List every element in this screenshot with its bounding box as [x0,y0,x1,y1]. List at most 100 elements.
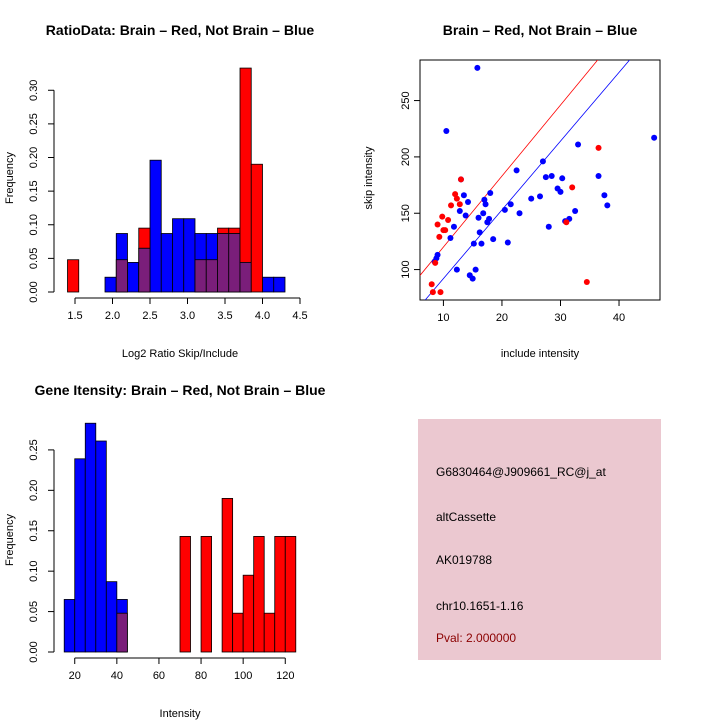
scatter-y-tick-label: 150 [400,204,412,222]
ratio-red-bar [228,227,241,234]
gene-red-bar [284,536,297,653]
ratio-overlap-bar [205,259,218,293]
ratio-overlap-bar [138,247,151,293]
scatter-point-not-brain [548,173,555,180]
gene-red-bar [253,536,265,653]
gene-overlap-bar [116,612,128,653]
scatter-point-not-brain [559,175,566,182]
ratio-y-tick-label: 0.10 [28,214,40,235]
gene-y-tick-label: 0.05 [28,601,40,622]
ratio-red-bar [67,259,80,293]
gene-blue-bar [63,599,76,653]
ratio-y-tick-label: 0.25 [28,113,40,134]
scatter-x-tick-label: 30 [554,312,566,324]
gene-red-bar [274,536,286,653]
ratio-blue-bar [273,276,286,293]
scatter-point-not-brain [545,223,552,230]
scatter-point-not-brain [460,192,467,199]
scatter-point-brain [457,176,464,183]
gene-y-tick-label: 0.15 [28,520,40,541]
gene-x-tick-label: 100 [234,670,252,682]
ratio-blue-bar [183,218,196,293]
ratio-x-tick-label: 1.5 [67,310,82,322]
scatter-point-brain [436,233,443,240]
scatter-point-brain [453,195,460,202]
scatter-point-not-brain [651,134,658,141]
scatter-point-not-brain [601,192,608,199]
scatter-point-brain [569,184,576,191]
ratio-histogram-xlabel: Log2 Ratio Skip/Include [122,348,238,360]
info-panel-background [418,419,661,660]
scatter-point-brain [595,144,602,151]
scatter-point-not-brain [486,215,493,222]
scatter-point-not-brain [504,239,511,246]
scatter-point-not-brain [481,196,488,203]
scatter-point-not-brain [507,201,514,208]
ratio-x-tick-label: 3.0 [180,310,195,322]
ratio-red-bar [138,227,151,249]
gene-histogram-xlabel: Intensity [160,708,201,720]
scatter-y-tick-label: 250 [400,91,412,109]
gene-x-tick-label: 120 [276,670,294,682]
probe-id-text: G6830464@J909661_RC@j_at [436,465,606,479]
scatter-point-not-brain [513,167,520,174]
gene-blue-bar [84,422,97,653]
gene-x-tick-label: 60 [153,670,165,682]
ratio-x-tick-label: 2.5 [142,310,157,322]
ratio-y-tick-label: 0.15 [28,180,40,201]
ratio-overlap-bar [194,259,207,293]
ratio-histogram-bars [67,67,286,293]
scatter-point-not-brain [453,266,460,273]
ratio-histogram-title: RatioData: Brain – Red, Not Brain – Blue [46,22,315,38]
scatter-point-not-brain [490,236,497,243]
gene-histogram-axes: 20 40 60 80 100 120 0.00 0.05 0.10 0.15 0.20 0.25 [28,439,294,682]
ratio-red-bar [217,227,230,234]
scatter-point-not-brain [539,158,546,165]
scatter-ylabel: skip intensity [363,146,375,209]
scatter-point-brain [429,289,436,296]
ratio-x-tick-label: 4.0 [255,310,270,322]
scatter-point-not-brain [465,198,471,205]
scatter-point-not-brain [443,127,450,134]
scatter-x-tick-label: 40 [613,312,625,324]
scatter-point-not-brain [595,173,602,180]
scatter-point-brain [432,259,439,266]
scatter-point-not-brain [604,202,611,209]
scatter-point-not-brain [469,275,476,282]
ratio-overlap-bar [115,259,128,293]
scatter-point-not-brain [575,141,582,148]
scatter-point-not-brain [478,240,485,247]
scatter-panel: Brain – Red, Not Brain – Blue include in… [363,22,661,360]
scatter-point-not-brain [456,207,463,214]
ratio-x-tick-label: 4.5 [292,310,307,322]
scatter-point-not-brain [475,214,482,221]
scatter-point-brain [445,217,452,223]
scatter-point-brain [452,191,459,198]
scatter-point-not-brain [450,223,457,230]
scatter-point-not-brain [476,229,483,236]
scatter-xlabel: include intensity [501,348,580,360]
ratio-y-tick-label: 0.30 [28,80,40,101]
scatter-y-tick-label: 100 [400,260,412,278]
gene-red-bar [179,536,191,653]
ratio-overlap-bar [228,233,241,293]
gene-x-tick-label: 20 [69,670,81,682]
scatter-point-not-brain [472,266,479,273]
scatter-point-not-brain [557,188,564,195]
scatter-point-not-brain [482,201,489,208]
scatter-point-brain [439,213,446,220]
scatter-point-not-brain [474,64,481,71]
event-type-text: altCassette [436,510,496,524]
scatter-point-not-brain [542,174,549,181]
scatter-axes: 10 20 30 40 100 150 200 250 [400,91,625,324]
ratio-y-tick-label: 0.00 [28,281,40,302]
scatter-x-tick-label: 10 [437,312,449,324]
gene-blue-bar [74,458,86,653]
ratio-x-tick-label: 3.5 [217,310,232,322]
gene-blue-bar [95,440,107,653]
scatter-point-not-brain [537,193,543,200]
scatter-point-brain [437,289,444,296]
gene-red-bar [232,612,244,653]
pval-text: Pval: 2.000000 [436,631,516,645]
ratio-overlap-bar [217,233,230,293]
